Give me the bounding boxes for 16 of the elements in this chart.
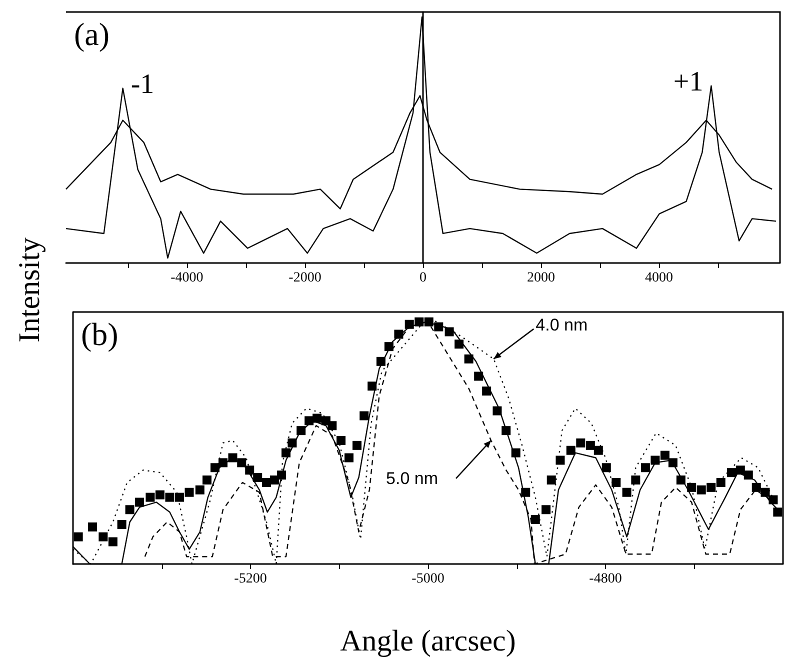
y-axis-title: Intensity	[13, 238, 47, 342]
annotation: 5.0 nm	[386, 468, 438, 488]
x-tick-label: 0	[420, 270, 426, 286]
x-axis-title: Angle (arcsec)	[340, 624, 516, 658]
chart-title: (a)	[74, 16, 110, 52]
x-tick-label: -5000	[412, 572, 444, 586]
x-tick-label: -5200	[234, 572, 267, 586]
x-tick-label: 4000	[645, 270, 674, 286]
annotation: +1	[673, 66, 704, 98]
x-tick-label: -4000	[170, 270, 204, 286]
x-tick-label: -2000	[288, 270, 322, 286]
chart-title: (b)	[81, 316, 118, 352]
annotation: -1	[130, 68, 154, 100]
x-tick-label: -4800	[589, 572, 622, 586]
x-tick-label: 2000	[527, 270, 556, 286]
annotation: 4.0 nm	[536, 315, 588, 334]
